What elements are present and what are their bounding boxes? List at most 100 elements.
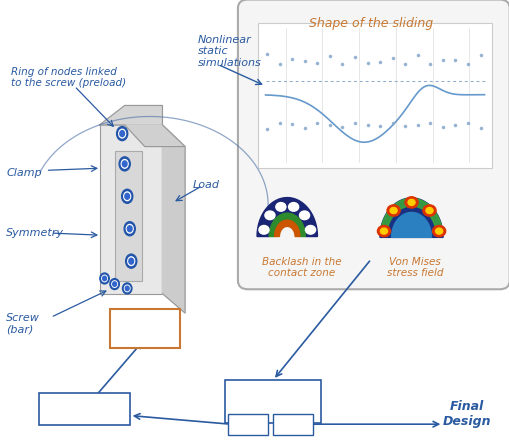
Ellipse shape — [102, 276, 106, 281]
Ellipse shape — [122, 161, 127, 167]
FancyBboxPatch shape — [109, 309, 180, 348]
Polygon shape — [257, 198, 317, 236]
Ellipse shape — [129, 258, 133, 264]
Text: Ring of nodes linked
to the screw (preload): Ring of nodes linked to the screw (prelo… — [11, 67, 126, 88]
Point — [400, 123, 408, 130]
Point — [388, 119, 396, 126]
FancyBboxPatch shape — [115, 151, 142, 281]
Ellipse shape — [119, 157, 130, 171]
Ellipse shape — [126, 225, 133, 233]
Circle shape — [435, 228, 442, 234]
FancyBboxPatch shape — [273, 414, 313, 435]
Point — [463, 120, 471, 127]
Text: Symmetry: Symmetry — [7, 228, 64, 238]
Circle shape — [288, 202, 298, 211]
Ellipse shape — [121, 160, 128, 168]
Ellipse shape — [111, 281, 117, 287]
Point — [313, 120, 321, 127]
Point — [300, 125, 308, 132]
Point — [375, 58, 383, 65]
Point — [288, 56, 296, 63]
Point — [375, 123, 383, 130]
Point — [388, 55, 396, 62]
Ellipse shape — [124, 285, 130, 292]
Circle shape — [432, 225, 445, 237]
Ellipse shape — [125, 254, 136, 268]
Ellipse shape — [112, 282, 117, 286]
Polygon shape — [124, 125, 185, 147]
Polygon shape — [162, 125, 185, 313]
Ellipse shape — [125, 286, 129, 291]
Point — [313, 60, 321, 67]
Point — [363, 59, 371, 66]
Point — [413, 122, 421, 129]
Point — [263, 126, 271, 133]
Circle shape — [404, 197, 417, 208]
Point — [275, 61, 283, 68]
Text: YES: YES — [282, 419, 303, 430]
Circle shape — [299, 211, 309, 220]
Point — [438, 57, 446, 64]
Ellipse shape — [124, 222, 135, 236]
Point — [363, 122, 371, 129]
Point — [438, 124, 446, 131]
Ellipse shape — [127, 226, 132, 232]
Ellipse shape — [124, 192, 130, 201]
FancyBboxPatch shape — [228, 414, 268, 435]
Point — [288, 121, 296, 128]
Circle shape — [407, 199, 414, 206]
Text: Backlash in the
contact zone: Backlash in the contact zone — [262, 257, 341, 278]
Point — [400, 61, 408, 68]
Polygon shape — [379, 198, 442, 237]
Ellipse shape — [120, 131, 124, 137]
Point — [475, 51, 484, 58]
Point — [325, 121, 333, 128]
Polygon shape — [380, 198, 442, 235]
Circle shape — [305, 225, 315, 234]
Point — [450, 57, 459, 64]
Polygon shape — [99, 106, 162, 125]
Ellipse shape — [128, 257, 134, 266]
Polygon shape — [274, 220, 299, 236]
Point — [275, 120, 283, 127]
Point — [475, 125, 484, 132]
Ellipse shape — [117, 126, 127, 141]
Text: Final
Design: Final Design — [442, 400, 490, 428]
Point — [300, 57, 308, 65]
Point — [426, 60, 434, 67]
Point — [337, 124, 346, 131]
Ellipse shape — [102, 275, 107, 282]
Circle shape — [275, 202, 286, 211]
Ellipse shape — [110, 278, 119, 290]
FancyBboxPatch shape — [225, 380, 320, 423]
Ellipse shape — [125, 193, 129, 199]
Point — [263, 50, 271, 57]
Circle shape — [259, 225, 268, 234]
Ellipse shape — [122, 283, 132, 294]
Point — [350, 119, 358, 126]
FancyBboxPatch shape — [258, 23, 491, 168]
Polygon shape — [391, 213, 431, 237]
Circle shape — [422, 205, 435, 216]
FancyBboxPatch shape — [238, 0, 508, 289]
Circle shape — [389, 207, 397, 213]
FancyBboxPatch shape — [99, 125, 162, 293]
Point — [463, 60, 471, 67]
Text: Screw
(bar): Screw (bar) — [7, 313, 40, 335]
Text: Adjust geometry: Adjust geometry — [38, 404, 130, 414]
Point — [413, 51, 421, 58]
Text: Load: Load — [192, 180, 219, 191]
Circle shape — [425, 207, 432, 213]
Point — [337, 61, 346, 68]
Text: Von Mises
stress field: Von Mises stress field — [386, 257, 442, 278]
Text: Shape of the sliding: Shape of the sliding — [308, 17, 433, 30]
Text: All criteria
satisfied ?: All criteria satisfied ? — [238, 388, 307, 415]
Circle shape — [380, 228, 387, 234]
FancyBboxPatch shape — [39, 393, 129, 426]
Text: NO: NO — [239, 419, 256, 430]
Circle shape — [264, 211, 274, 220]
Text: Model: Model — [119, 321, 171, 335]
Point — [325, 53, 333, 60]
Ellipse shape — [119, 129, 125, 138]
Circle shape — [377, 225, 390, 237]
